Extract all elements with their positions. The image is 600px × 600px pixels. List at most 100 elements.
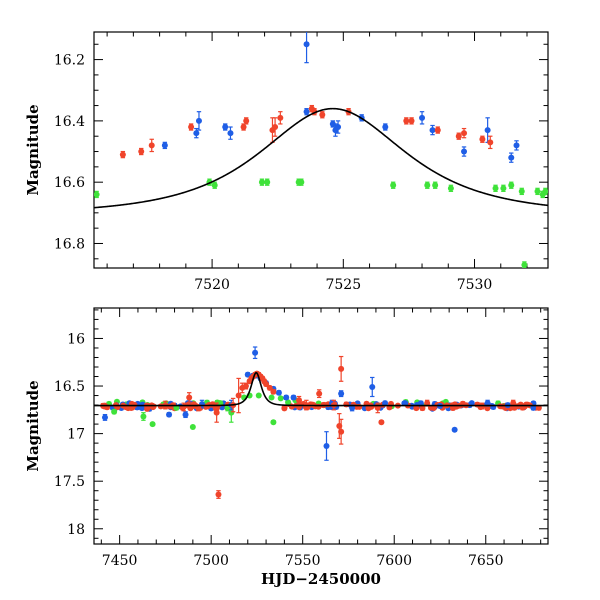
data-point-blue [303,32,310,64]
data-point-red [242,382,249,390]
data-point-red [311,108,318,116]
data-point-blue [461,146,468,157]
data-point-blue [182,411,189,419]
data-point-red [243,117,250,125]
data-point-blue [193,127,200,139]
data-point-green [149,421,156,428]
x-tick-label: 7525 [325,277,361,293]
x-tick-label: 7650 [468,553,504,569]
plot-frame [93,31,549,269]
data-point-red [319,111,326,119]
data-point-green [447,184,454,192]
y-axis-label: Magnitude [24,104,42,195]
y-tick-label: 18 [67,522,85,538]
baseline-point-red [394,402,401,409]
x-axis-label: HJD−2450000 [261,570,381,588]
data-point-green [424,181,431,189]
data-point-blue [252,346,259,360]
data-point-green [255,392,262,399]
data-point-blue [338,390,345,398]
data-point-red [213,402,220,423]
data-point-red [186,392,193,403]
data-point-red [240,123,247,131]
model-curve [94,371,548,407]
data-point-green [298,178,305,186]
data-point-red [338,418,345,445]
data-point-blue [222,123,229,131]
data-point-blue [290,394,297,401]
x-tick-label: 7450 [102,553,138,569]
bottom-panel: 7450 7500 7550 7600 7650 16 16.5 17 17.5 18 Magnit… [24,307,549,588]
data-point-green [268,394,275,401]
data-point-blue [323,431,330,461]
data-point-blue [101,413,108,421]
data-point-red [188,123,195,131]
x-tick-label: 7530 [457,277,493,293]
data-point-green [211,181,218,189]
data-point-blue [382,123,389,131]
y-tick-label: 16 [67,331,85,347]
data-point-blue [369,376,376,398]
top-panel: 7520 7525 7530 16.2 16.4 16.6 16.8 Magnitude [24,31,549,293]
x-tick-label: 7500 [193,553,229,569]
data-point-green [258,178,265,186]
data-point-green [432,181,439,189]
data-point-green [521,261,528,268]
data-point-green [264,178,271,186]
plot-area [94,346,548,499]
data-point-blue [513,140,520,151]
data-point-blue [161,141,168,150]
data-point-green [492,184,499,192]
y-tick-label: 17.5 [54,474,85,490]
x-tick-label: 7520 [194,277,230,293]
x-tick-label: 7600 [376,553,412,569]
baseline-point-red [343,401,350,408]
data-point-green [94,190,100,199]
data-point-blue [275,389,282,396]
data-point-red [235,377,242,414]
data-point-green [534,187,541,196]
data-point-red [148,138,155,153]
data-point-red [270,388,277,395]
baseline-point-red [451,401,458,408]
data-point-blue [227,126,234,140]
baseline-point-red [281,404,288,411]
model-curve [94,107,548,209]
data-point-red [316,389,323,399]
data-point-blue [451,426,458,433]
data-point-green [542,187,548,196]
plot-frame [93,307,549,545]
data-point-blue [283,394,290,401]
data-point-green [140,412,147,421]
data-point-red [455,132,462,140]
x-tick-label: 7550 [285,553,321,569]
y-axis-label: Magnitude [24,380,42,471]
data-point-green [111,408,118,415]
data-point-red [338,355,345,382]
data-point-blue [335,120,342,134]
data-point-red [487,135,494,150]
data-point-red [296,395,303,405]
data-point-green [270,419,277,426]
data-point-red [479,135,486,143]
data-point-red [119,150,126,159]
data-point-blue [166,411,173,418]
data-point-red [434,126,441,134]
data-point-blue [195,111,202,131]
data-point-red [374,402,381,414]
data-point-red [461,127,468,139]
data-point-blue [429,124,436,136]
data-point-green [518,187,525,196]
y-tick-label: 16.2 [54,53,85,69]
data-point-red [138,147,145,156]
data-point-green [500,184,507,192]
y-tick-label: 16.6 [54,175,85,191]
data-point-green [508,181,515,189]
data-point-green [189,423,196,430]
data-point-blue [303,108,310,116]
data-point-green [285,399,292,406]
y-tick-label: 16.5 [54,379,85,395]
baseline-point-red [365,405,372,412]
data-point-red [215,490,222,499]
